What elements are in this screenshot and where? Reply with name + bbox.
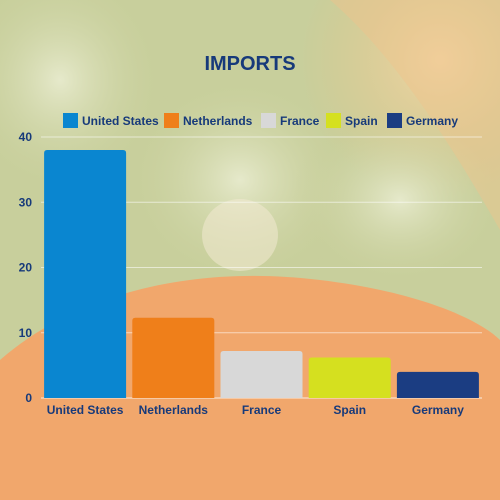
legend-swatch-spain bbox=[326, 113, 341, 128]
bars bbox=[44, 150, 479, 398]
legend-label-united-states: United States bbox=[82, 114, 159, 128]
bar-france bbox=[220, 351, 303, 398]
background-fruit-mid bbox=[290, 110, 500, 290]
bar-spain bbox=[308, 357, 391, 398]
bar-united-states bbox=[44, 150, 127, 398]
legend: United States Netherlands France Spain Germa… bbox=[63, 113, 458, 128]
y-tick-label-0: 0 bbox=[25, 391, 32, 405]
background-seed bbox=[202, 199, 278, 271]
x-tick-label-germany: Germany bbox=[412, 403, 464, 417]
y-axis: 0 10 20 30 40 bbox=[19, 130, 33, 405]
background-top-right-arc bbox=[330, 0, 500, 230]
x-tick-label-france: France bbox=[242, 403, 282, 417]
legend-label-spain: Spain bbox=[345, 114, 378, 128]
chart-title: IMPORTS bbox=[204, 53, 295, 75]
legend-swatch-united-states bbox=[63, 113, 78, 128]
x-tick-label-spain: Spain bbox=[333, 403, 366, 417]
legend-label-germany: Germany bbox=[406, 114, 458, 128]
y-tick-label-30: 30 bbox=[19, 195, 33, 209]
legend-swatch-france bbox=[261, 113, 276, 128]
x-axis: United States Netherlands France Spain Germa… bbox=[47, 403, 464, 417]
y-tick-label-40: 40 bbox=[19, 130, 33, 144]
legend-swatch-germany bbox=[387, 113, 402, 128]
legend-label-netherlands: Netherlands bbox=[183, 114, 253, 128]
legend-swatch-netherlands bbox=[164, 113, 179, 128]
bar-netherlands bbox=[132, 317, 215, 398]
x-tick-label-netherlands: Netherlands bbox=[139, 403, 209, 417]
y-tick-label-10: 10 bbox=[19, 326, 33, 340]
y-tick-label-20: 20 bbox=[19, 261, 33, 275]
bar-germany bbox=[396, 371, 479, 398]
x-tick-label-united-states: United States bbox=[47, 403, 124, 417]
legend-label-france: France bbox=[280, 114, 320, 128]
